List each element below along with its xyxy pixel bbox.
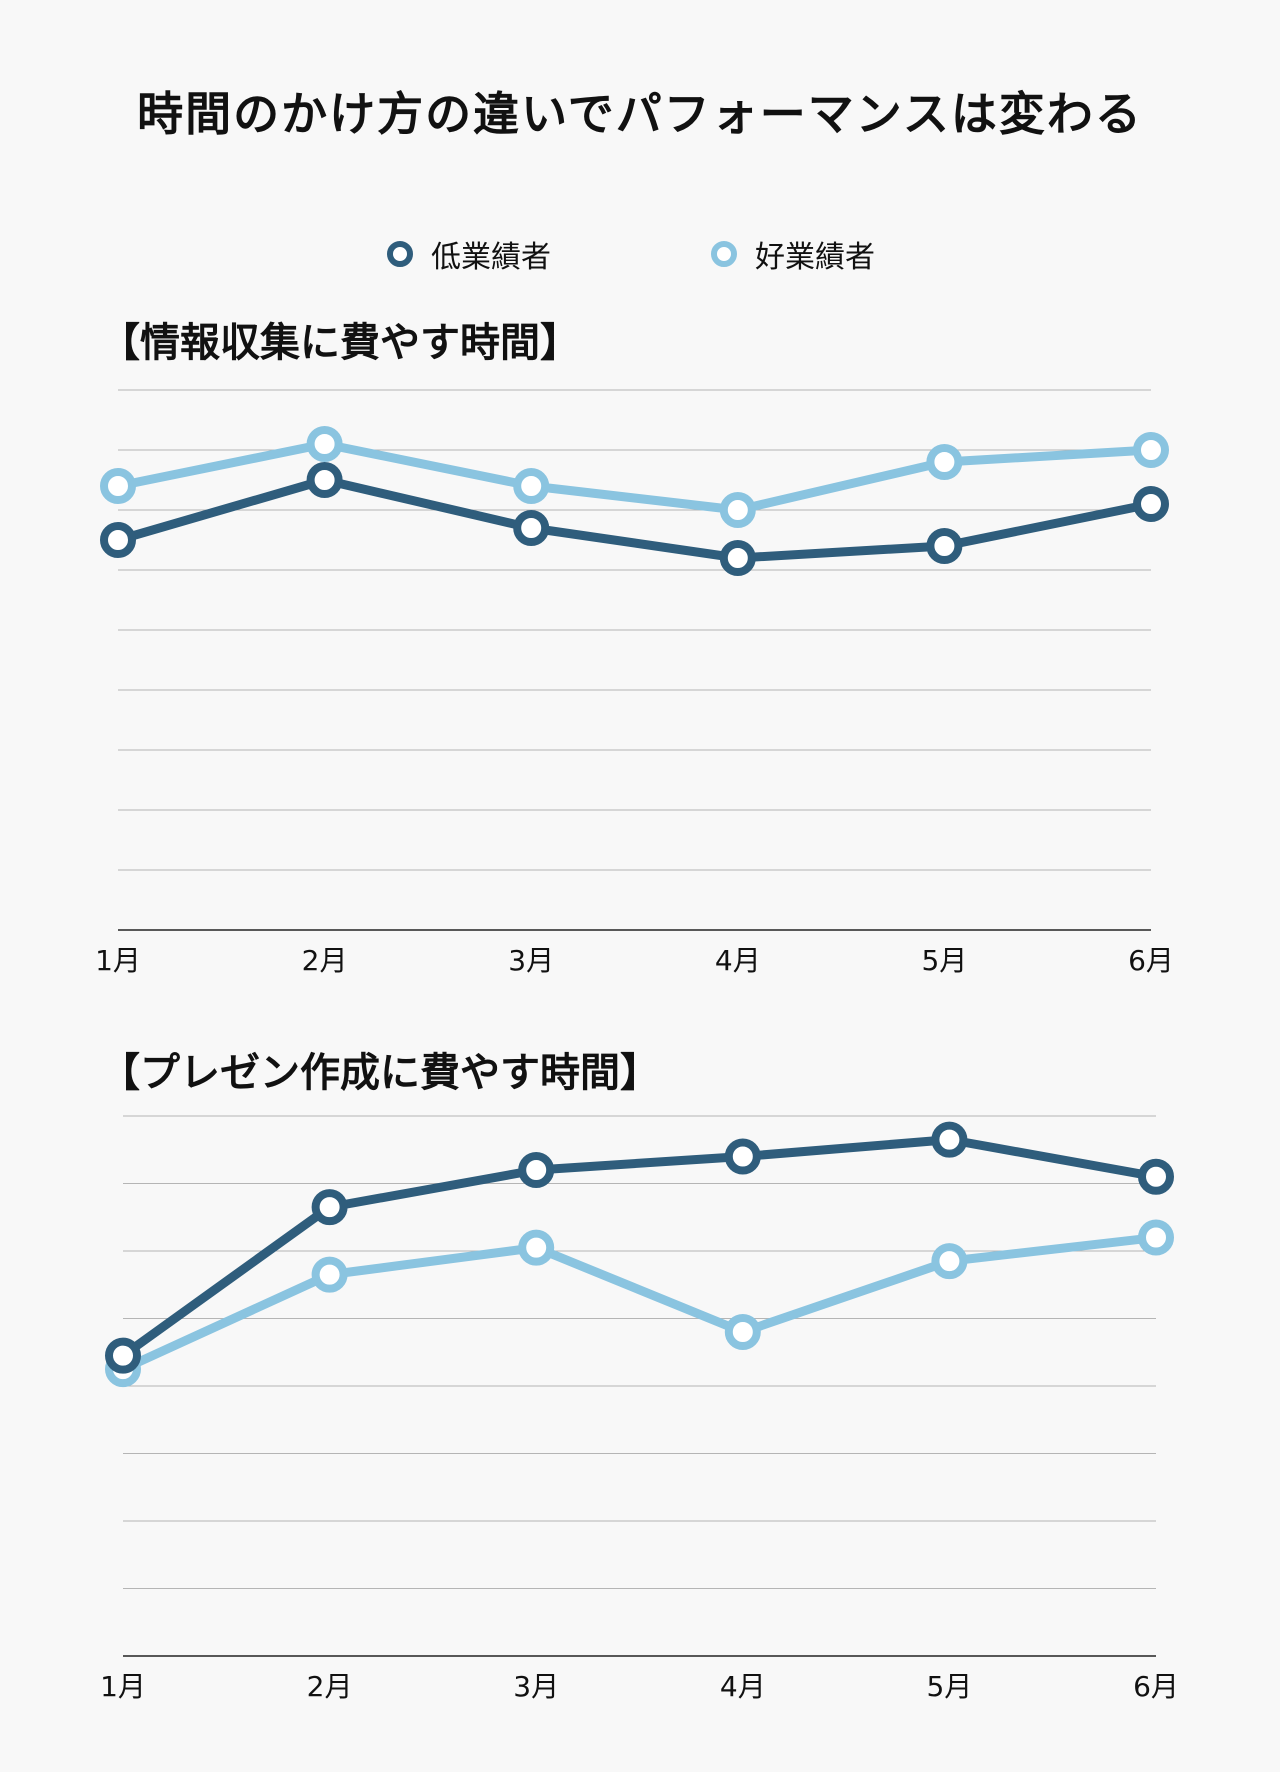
presentation-point-low xyxy=(105,1337,141,1374)
presentation-line-chart: 1月 2月 3月 4月 5月 6月 xyxy=(100,1115,1179,1703)
presentation-series-line-high xyxy=(118,1233,1161,1374)
info-gathering-point-high xyxy=(306,426,343,462)
info-gathering-point-high xyxy=(513,468,550,504)
presentation-point-high xyxy=(311,1256,348,1293)
info-gathering-x-tick-label: 5月 xyxy=(921,944,967,977)
info-gathering-x-tick-label: 1月 xyxy=(95,944,141,977)
info-gathering-point-low xyxy=(306,462,343,498)
info-gathering-point-low xyxy=(926,528,963,564)
presentation-point-high xyxy=(518,1229,555,1266)
info-gathering-point-high xyxy=(100,468,136,504)
legend-label-low: 低業績者 xyxy=(431,240,551,275)
presentation-point-low xyxy=(1138,1158,1174,1195)
info-gathering-point-low xyxy=(1133,486,1169,522)
page-title: 時間のかけ方の違いでパフォーマンスは変わる xyxy=(137,87,1143,141)
legend-label-high: 好業績者 xyxy=(755,240,875,275)
presentation-point-low xyxy=(931,1121,968,1158)
presentation-point-low xyxy=(311,1189,348,1226)
info-gathering-point-high xyxy=(926,444,963,480)
info-gathering-x-tick-label: 3月 xyxy=(508,944,554,977)
legend-item-high-performers: 好業績者 xyxy=(707,232,875,276)
presentation-point-low xyxy=(724,1138,761,1175)
info-gathering-x-tick-label: 6月 xyxy=(1128,944,1174,977)
presentation-x-tick-label: 3月 xyxy=(513,1670,559,1703)
presentation-x-tick-label: 2月 xyxy=(307,1670,353,1703)
info-gathering-series-line-low xyxy=(113,475,1156,563)
presentation-x-tick-label: 5月 xyxy=(926,1670,972,1703)
info-gathering-point-high xyxy=(1133,432,1169,468)
presentation-x-tick-label: 6月 xyxy=(1133,1670,1179,1703)
info-gathering-x-tick-label: 2月 xyxy=(302,944,348,977)
presentation-point-low xyxy=(518,1152,555,1188)
chart-title-info-gathering: 【情報収集に費やす時間】 xyxy=(100,320,580,366)
info-gathering-series-line-high xyxy=(113,439,1156,515)
presentation-x-tick-label: 1月 xyxy=(100,1670,146,1703)
legend-item-low-performers: 低業績者 xyxy=(383,232,551,276)
info-gathering-line-chart: 1月 2月 3月 4月 5月 6月 xyxy=(95,389,1174,977)
presentation-point-high xyxy=(724,1314,761,1350)
presentation-point-high xyxy=(1138,1219,1174,1256)
legend-marker-low-icon xyxy=(387,241,413,267)
presentation-x-tick-label: 4月 xyxy=(720,1670,766,1703)
info-gathering-point-low xyxy=(100,522,136,558)
legend-marker-high-icon xyxy=(711,241,737,267)
info-gathering-point-low xyxy=(719,540,756,576)
info-gathering-x-tick-label: 4月 xyxy=(715,944,761,977)
presentation-series-line-low xyxy=(118,1135,1161,1361)
chart-title-presentation: 【プレゼン作成に費やす時間】 xyxy=(100,1050,660,1096)
presentation-point-high xyxy=(931,1243,968,1280)
legend: 低業績者 好業績者 xyxy=(0,232,1280,282)
info-gathering-point-high xyxy=(719,492,756,528)
info-gathering-point-low xyxy=(513,510,550,546)
